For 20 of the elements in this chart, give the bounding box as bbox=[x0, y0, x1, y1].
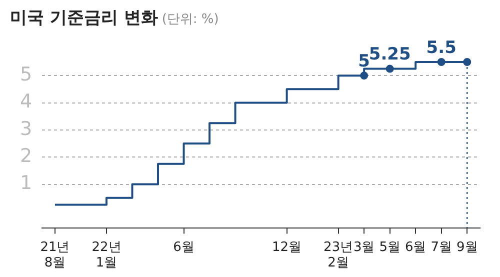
x-tick-label: 21년 8월 bbox=[40, 240, 70, 271]
y-tick-label: 4 bbox=[20, 90, 32, 113]
y-tick-label: 3 bbox=[20, 118, 32, 140]
y-tick-label: 2 bbox=[20, 145, 32, 168]
x-tick-label: 3월 bbox=[353, 240, 375, 255]
x-tick-label: 22년 1월 bbox=[92, 240, 122, 271]
x-tick-label: 7월 bbox=[430, 240, 452, 255]
x-tick-label: 6월 bbox=[173, 240, 194, 255]
x-tick-label: 12월 bbox=[272, 240, 302, 255]
x-tick-label: 23년 2월 bbox=[324, 240, 354, 271]
data-label: 5.5 bbox=[426, 38, 456, 58]
x-tick-label: 5월 bbox=[379, 240, 400, 255]
chart-subtitle: (단위: %) bbox=[162, 12, 219, 27]
y-tick-label: 1 bbox=[20, 172, 32, 194]
x-tick-label: 9월 bbox=[456, 240, 478, 255]
x-tick-label: 6월 bbox=[404, 240, 426, 255]
y-tick-label: 5 bbox=[20, 64, 32, 86]
chart-title: 미국 기준금리 변화 bbox=[10, 8, 158, 28]
data-label: 5 bbox=[358, 52, 370, 72]
data-label: 5.25 bbox=[368, 44, 411, 65]
